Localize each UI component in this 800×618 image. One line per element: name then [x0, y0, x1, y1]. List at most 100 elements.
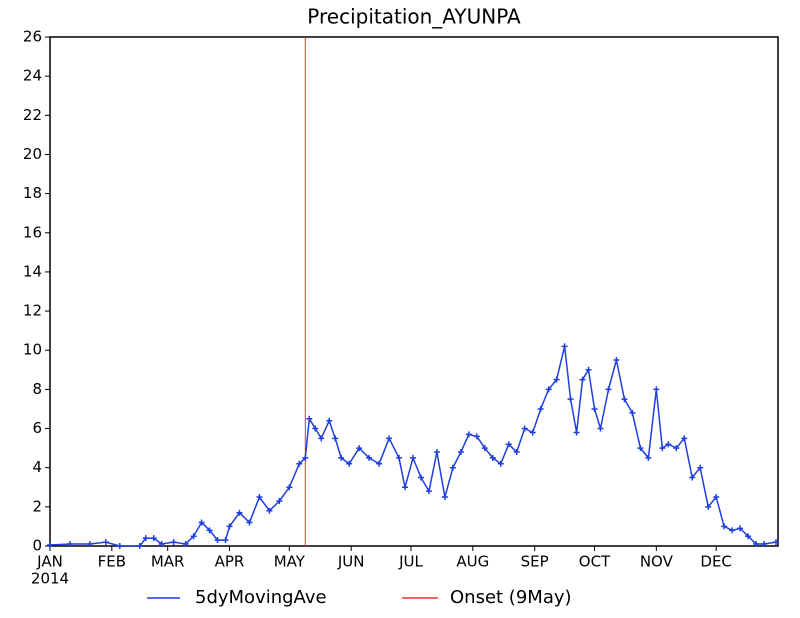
x-tick-label: DEC	[700, 553, 732, 571]
point-marker	[66, 541, 73, 548]
point-marker	[591, 405, 598, 412]
point-marker	[376, 460, 383, 467]
y-tick-label: 2	[32, 497, 42, 515]
point-marker	[417, 474, 424, 481]
point-marker	[761, 541, 768, 548]
point-marker	[433, 449, 440, 456]
y-tick-label: 24	[23, 67, 42, 85]
series-line	[49, 346, 777, 547]
point-marker	[276, 497, 283, 504]
point-marker	[745, 533, 752, 540]
point-marker	[605, 386, 612, 393]
point-marker	[513, 449, 520, 456]
point-marker	[521, 425, 528, 432]
point-marker	[206, 527, 213, 534]
point-marker	[773, 539, 780, 546]
point-marker	[659, 445, 666, 452]
point-marker	[579, 376, 586, 383]
y-tick-label: 0	[32, 537, 42, 555]
x-tick-label: JUL	[398, 553, 423, 571]
point-marker	[226, 523, 233, 530]
point-marker	[318, 435, 325, 442]
point-marker	[597, 425, 604, 432]
x-tick-label: FEB	[98, 553, 126, 571]
point-marker	[246, 519, 253, 526]
legend-label: 5dyMovingAve	[195, 587, 327, 608]
x-tick-label: SEP	[521, 553, 549, 571]
chart-title: Precipitation_AYUNPA	[307, 5, 521, 29]
x-tick-label: APR	[215, 553, 245, 571]
point-marker	[332, 435, 339, 442]
point-marker	[410, 454, 417, 461]
point-marker	[158, 541, 165, 548]
x-tick-label: MAY	[274, 553, 306, 571]
point-marker	[402, 484, 409, 491]
point-marker	[425, 488, 432, 495]
point-marker	[47, 542, 53, 549]
y-tick-label: 16	[23, 223, 42, 241]
point-marker	[705, 503, 712, 510]
point-marker	[222, 537, 229, 544]
x-tick-label: MAR	[151, 553, 185, 571]
point-marker	[286, 484, 293, 491]
point-marker	[150, 535, 157, 542]
point-marker	[721, 523, 728, 530]
point-marker	[346, 460, 353, 467]
point-marker	[665, 441, 672, 448]
point-marker	[449, 464, 456, 471]
point-marker	[653, 386, 660, 393]
point-marker	[681, 435, 688, 442]
point-marker	[306, 415, 313, 422]
point-marker	[198, 519, 205, 526]
y-tick-label: 14	[23, 262, 42, 280]
point-marker	[441, 494, 448, 501]
x-tick-label: JUN	[337, 553, 365, 571]
point-marker	[396, 454, 403, 461]
point-marker	[537, 405, 544, 412]
point-marker	[116, 543, 123, 549]
point-marker	[102, 539, 109, 546]
point-marker	[621, 396, 628, 403]
point-marker	[545, 386, 552, 393]
point-marker	[190, 533, 197, 540]
point-marker	[296, 460, 303, 467]
point-marker	[645, 454, 652, 461]
x-tick-label: JAN	[36, 553, 63, 571]
point-marker	[629, 409, 636, 416]
point-marker	[585, 366, 592, 373]
point-marker	[689, 474, 696, 481]
point-marker	[567, 396, 574, 403]
point-marker	[497, 460, 504, 467]
y-tick-label: 22	[23, 106, 42, 124]
point-marker	[338, 454, 345, 461]
y-tick-label: 8	[32, 380, 42, 398]
x-tick-label: OCT	[579, 553, 611, 571]
point-marker	[473, 433, 480, 440]
point-marker	[613, 357, 620, 364]
point-marker	[737, 525, 744, 532]
year-label: 2014	[31, 570, 69, 588]
point-marker	[386, 435, 393, 442]
point-marker	[673, 445, 680, 452]
y-tick-label: 6	[32, 419, 42, 437]
point-marker	[529, 429, 536, 436]
point-marker	[637, 445, 644, 452]
point-marker	[713, 494, 720, 501]
point-marker	[465, 431, 472, 438]
point-marker	[697, 464, 704, 471]
point-marker	[753, 541, 760, 548]
point-marker	[356, 445, 363, 452]
point-marker	[266, 507, 273, 514]
legend-label: Onset (9May)	[450, 587, 572, 608]
y-tick-label: 18	[23, 184, 42, 202]
point-marker	[136, 543, 143, 549]
point-marker	[326, 417, 333, 424]
point-marker	[553, 376, 560, 383]
point-marker	[86, 541, 93, 548]
point-marker	[729, 527, 736, 534]
point-marker	[236, 509, 243, 516]
point-marker	[170, 539, 177, 546]
x-tick-label: NOV	[640, 553, 674, 571]
point-marker	[256, 494, 263, 501]
